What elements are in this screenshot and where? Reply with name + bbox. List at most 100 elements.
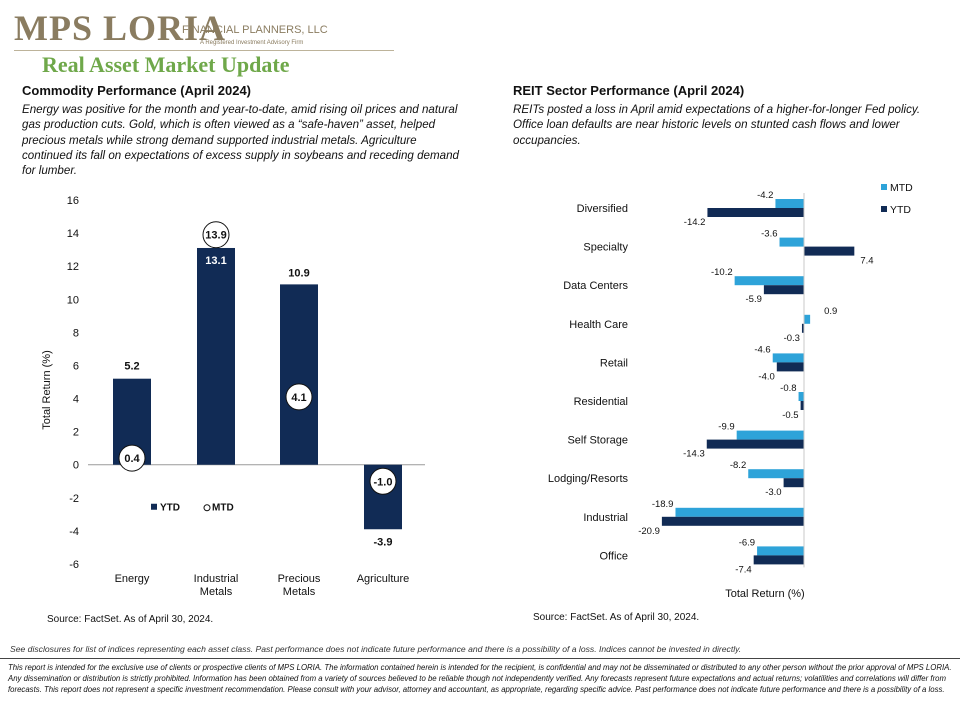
mtd-marker [369,467,397,495]
ytd-data-label: -14.3 [683,449,705,460]
mtd-bar [734,276,804,286]
legend-label-ytd: YTD [160,503,180,514]
logo-tagline: A Registered Investment Advisory Firm [200,40,304,46]
legend-label-ytd: YTD [890,204,911,216]
ytd-bar [783,478,804,488]
mtd-marker [202,221,230,249]
mtd-data-label: -1.0 [374,476,393,488]
x-axis-label: Total Return (%) [725,588,804,600]
reit-section-body: REITs posted a loss in April amid expect… [513,103,921,147]
y-tick-label: 10 [67,294,79,306]
y-category-label: Health Care [569,319,628,331]
legend-swatch-ytd [151,503,157,510]
mtd-bar [772,353,804,363]
ytd-bar [707,208,804,217]
mtd-bar [757,546,804,556]
y-tick-label: 2 [73,427,79,439]
y-tick-label: -2 [69,493,79,505]
mtd-bar [675,507,804,517]
logo-suffix: FINANCIAL PLANNERS, LLC [182,24,328,36]
ytd-data-label: -0.3 [784,333,800,344]
mtd-data-label: 0.4 [124,453,140,465]
y-tick-label: 6 [73,360,79,372]
y-tick-label: 0 [73,460,79,472]
mtd-data-label: -10.2 [711,267,733,278]
ytd-data-label: 10.9 [288,267,309,279]
reit-section-title: REIT Sector Performance (April 2024) [513,83,745,98]
y-tick-label: -6 [69,559,79,571]
mtd-data-label: -18.9 [652,499,674,510]
y-category-label: Specialty [583,242,628,254]
ytd-data-label: -14.2 [684,217,706,228]
ytd-data-label: -20.9 [638,526,660,537]
mtd-bar [736,430,804,440]
ytd-data-label: -5.9 [746,294,762,305]
ytd-data-label: -3.0 [765,487,781,498]
legend-label-mtd: MTD [890,182,913,194]
y-category-label: Residential [574,396,628,408]
ytd-bar [801,323,804,333]
y-axis-label: Total Return (%) [41,350,53,429]
y-category-label: Industrial [583,512,628,524]
y-category-label: Lodging/Resorts [548,473,629,485]
ytd-data-label: -7.4 [735,564,751,575]
ytd-bar [776,362,804,372]
ytd-data-label: -3.9 [374,536,393,548]
legend-swatch-mtd [203,504,211,512]
legend-swatch-ytd [881,206,887,212]
mtd-bar [775,199,804,208]
mtd-data-label: 0.9 [824,306,837,317]
mtd-data-label: -3.6 [761,229,777,240]
ytd-bar [800,401,804,410]
legal-disclaimer: This report is intended for the exclusiv… [8,663,952,695]
logo-underline [14,50,394,51]
mtd-data-label: -8.2 [730,460,746,471]
commodity-source: Source: FactSet. As of April 30, 2024. [47,614,214,625]
ytd-data-label: 5.2 [124,361,139,373]
reit-source: Source: FactSet. As of April 30, 2024. [533,612,700,623]
mtd-data-label: -0.8 [780,383,796,394]
mtd-marker [285,383,313,411]
ytd-bar [763,285,804,295]
mtd-bar [748,469,804,479]
mtd-marker [118,444,146,472]
x-category-label: Energy [115,573,150,585]
disclosure-note: See disclosures for list of indices repr… [10,644,742,654]
y-tick-label: 8 [73,327,79,339]
commodity-chart: -6 -4 -2 0 2 4 6 8 10 12 14 16 Total Return (%) Energ… [41,195,425,598]
x-category-label: Metals [200,586,233,598]
footer-divider [0,658,960,659]
y-tick-label: 4 [73,394,79,406]
mtd-data-label: -4.6 [754,344,770,355]
y-tick-label: 16 [67,195,79,207]
company-logo: MPS LORIA FINANCIAL PLANNERS, LLC A Regi… [14,8,414,51]
ytd-bar [197,247,235,465]
ytd-data-label: 13.1 [205,255,226,267]
x-category-label: Industrial [194,573,239,585]
ytd-bar [706,439,804,449]
y-tick-label: -4 [69,526,79,538]
y-tick-label: 12 [67,261,79,273]
mtd-data-label: -4.2 [757,190,773,201]
mtd-data-label: 4.1 [291,392,306,404]
commodity-section-title: Commodity Performance (April 2024) [22,83,252,98]
ytd-data-label: 7.4 [860,256,873,267]
reit-chart: Diversified -4.2 -14.2 Specialty -3.6 7.4 Data… [548,182,913,600]
mtd-bar [798,392,804,401]
mtd-data-label: -9.9 [718,422,734,433]
mtd-data-label: -6.9 [739,537,755,548]
ytd-bar [804,246,855,256]
legend-label-mtd: MTD [212,503,234,514]
x-category-label: Agriculture [357,573,410,585]
mtd-bar [804,314,811,324]
y-tick-label: 14 [67,228,79,240]
y-category-label: Self Storage [567,435,628,447]
ytd-bar [280,284,318,465]
ytd-data-label: -4.0 [758,371,774,382]
y-category-label: Retail [600,357,628,369]
y-category-label: Office [599,550,628,562]
mtd-data-label: 13.9 [205,230,226,242]
logo-wordmark: MPS LORIA [14,8,227,48]
page-title: Real Asset Market Update [42,52,290,77]
ytd-bar [753,555,804,565]
